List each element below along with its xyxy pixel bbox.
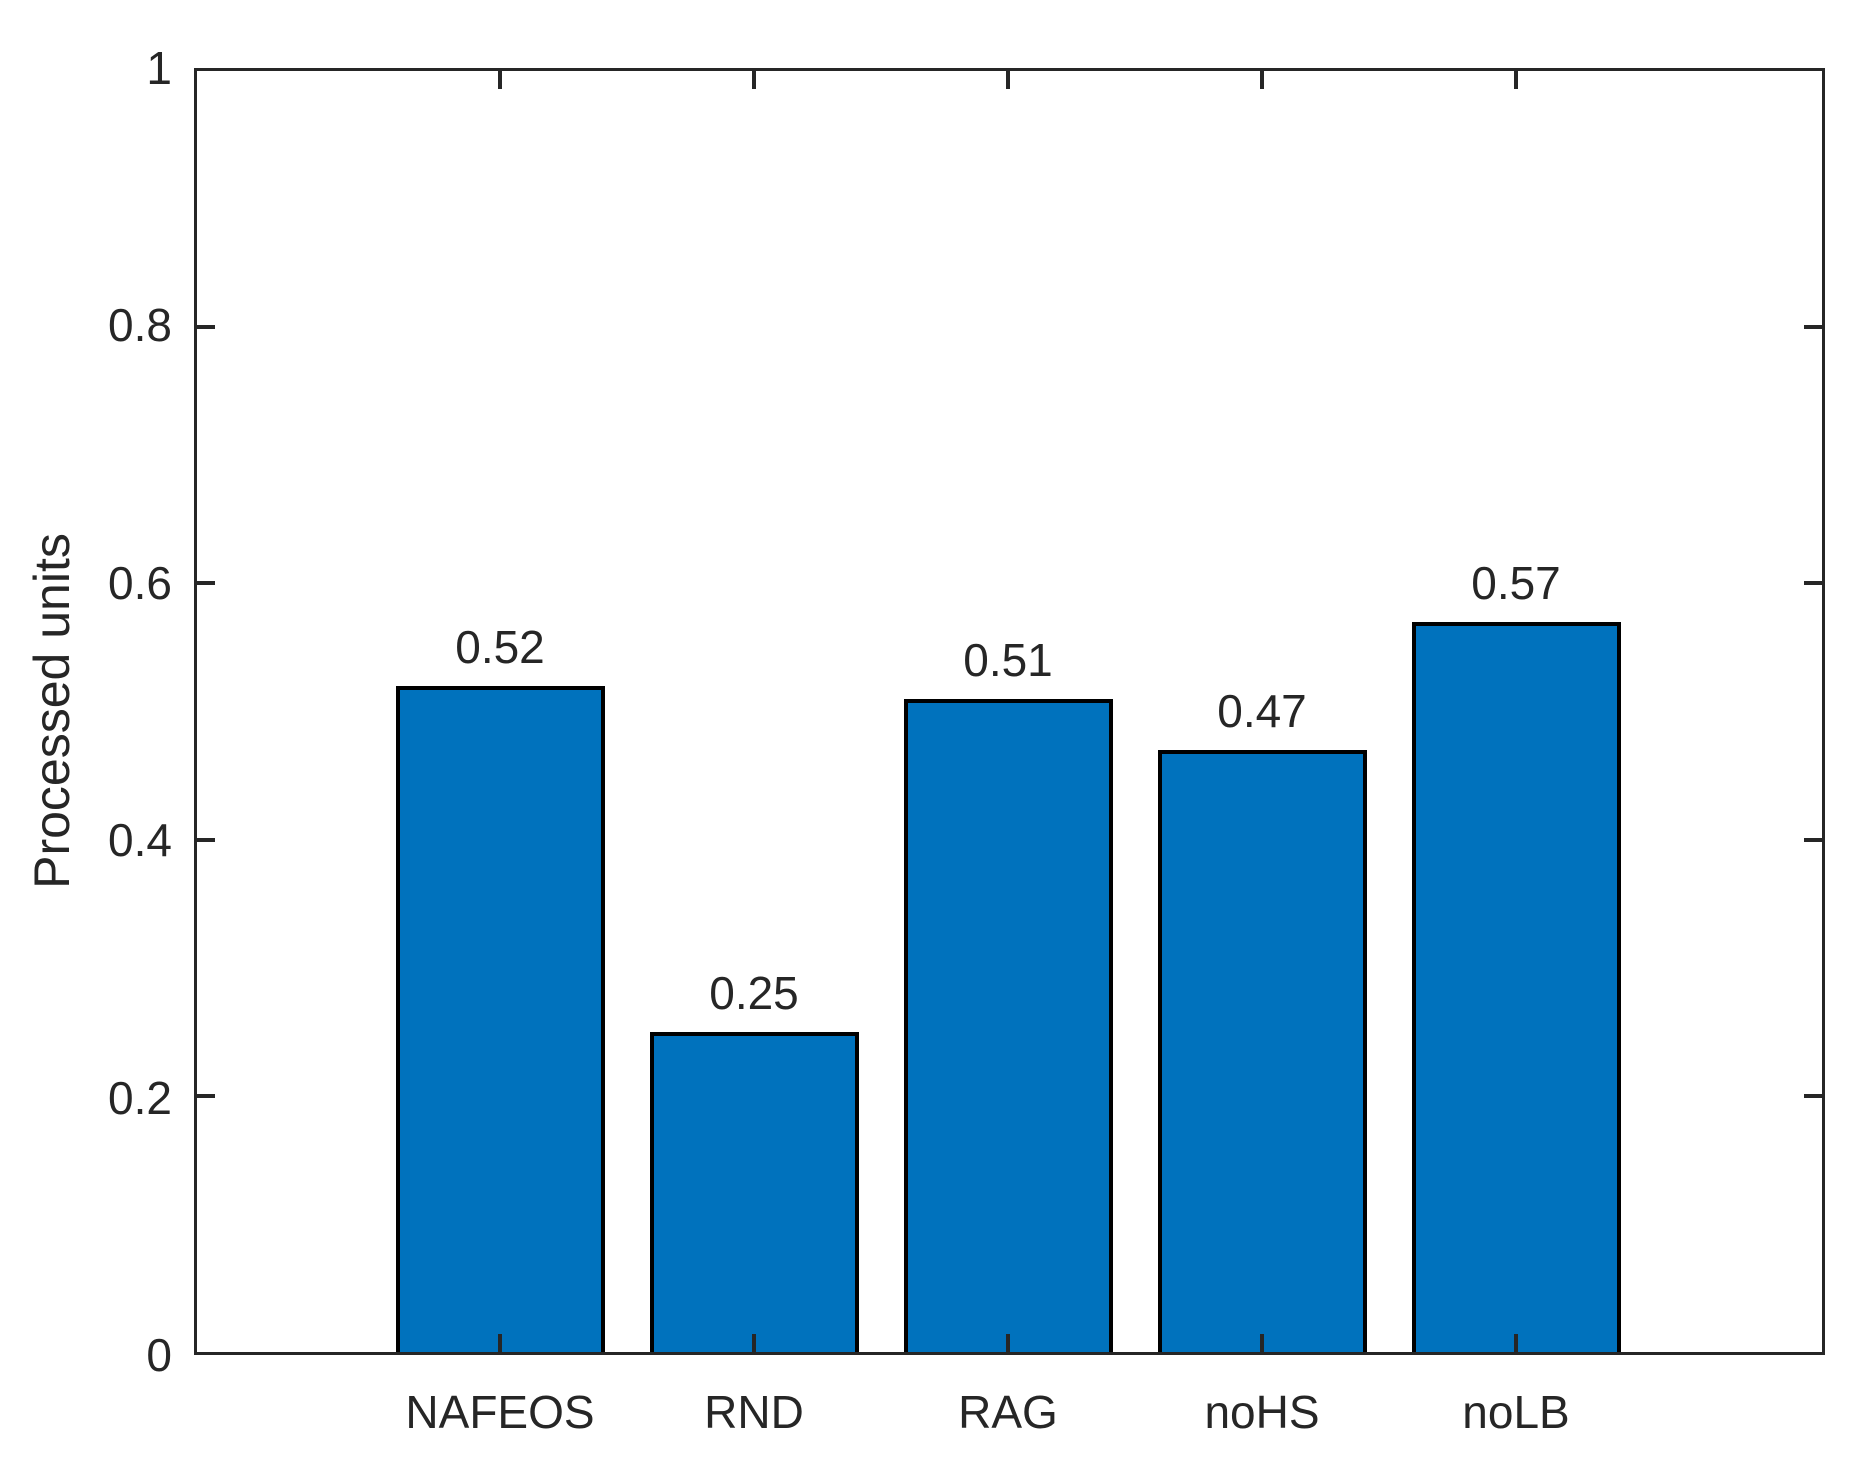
y-tick-right <box>1804 838 1822 842</box>
x-tick-top <box>1006 71 1010 89</box>
y-tick-label: 0.8 <box>108 299 172 351</box>
y-tick <box>197 1094 215 1098</box>
y-tick-label: 0.2 <box>108 1072 172 1124</box>
y-tick <box>197 838 215 842</box>
bar <box>649 1032 859 1352</box>
x-tick-top <box>752 71 756 89</box>
plot-area: 0.52 0.25 0.51 0.47 0.57 <box>194 68 1825 1355</box>
x-tick <box>1514 1334 1518 1352</box>
bar <box>395 686 605 1352</box>
x-tick <box>1260 1334 1264 1352</box>
y-tick-right <box>1804 325 1822 329</box>
y-tick-label: 0.4 <box>108 814 172 866</box>
y-tick <box>197 325 215 329</box>
x-tick-top <box>1514 71 1518 89</box>
x-tick <box>498 1334 502 1352</box>
x-tick-label: NAFEOS <box>405 1386 595 1438</box>
x-tick-top <box>1260 71 1264 89</box>
y-tick-right <box>1804 581 1822 585</box>
y-tick-label: 0.6 <box>108 557 172 609</box>
y-tick <box>197 581 215 585</box>
y-tick-label: 1 <box>146 42 172 94</box>
x-tick-label: RND <box>704 1386 804 1438</box>
bar-value-label: 0.51 <box>963 634 1053 686</box>
bar-value-label: 0.52 <box>455 621 545 673</box>
y-tick-right <box>1804 1094 1822 1098</box>
bar-value-label: 0.57 <box>1471 557 1561 609</box>
x-tick-label: RAG <box>958 1386 1058 1438</box>
bar-value-label: 0.47 <box>1217 685 1307 737</box>
x-tick <box>1006 1334 1010 1352</box>
bar <box>1157 750 1367 1352</box>
x-tick <box>752 1334 756 1352</box>
y-tick-label: 0 <box>146 1329 172 1381</box>
bar <box>903 699 1113 1352</box>
bar-value-label: 0.25 <box>709 967 799 1019</box>
x-tick-top <box>498 71 502 89</box>
bar <box>1411 622 1621 1352</box>
x-tick-label: noLB <box>1462 1386 1570 1438</box>
x-tick-label: noHS <box>1204 1386 1320 1438</box>
